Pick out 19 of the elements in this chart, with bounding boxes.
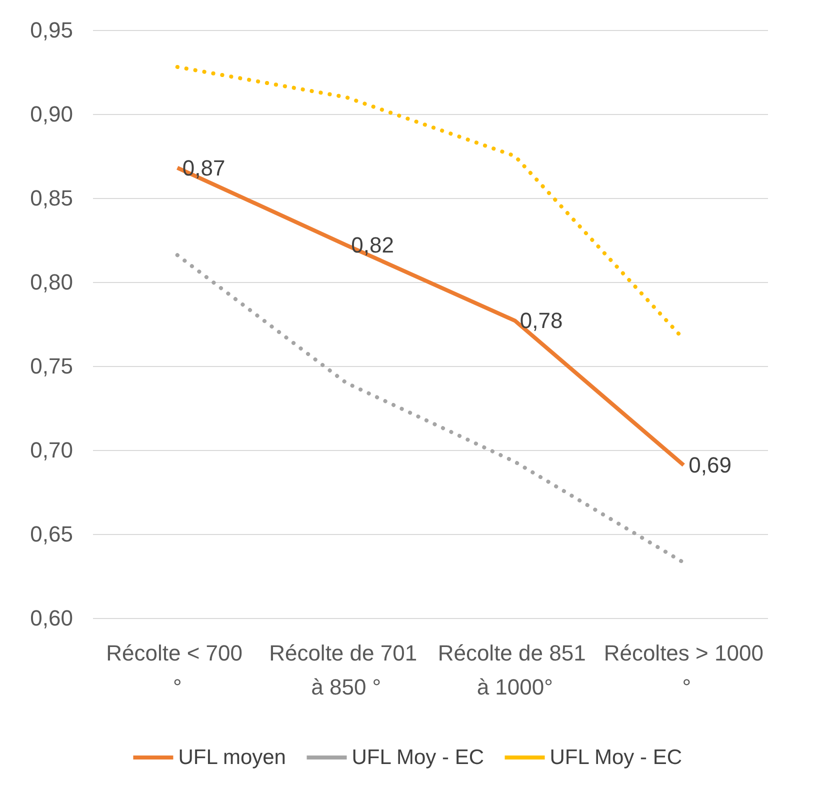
data-label: 0,78 <box>520 308 563 334</box>
legend-label: UFL moyen <box>178 746 286 769</box>
x-tick-label: Récolte < 700 ° <box>106 640 249 700</box>
y-tick-label: 0,75 <box>30 354 73 378</box>
data-label: 0,82 <box>351 232 394 258</box>
y-tick-label: 0,95 <box>30 18 73 42</box>
y-tick-label: 0,70 <box>30 438 73 462</box>
y-tick-label: 0,80 <box>30 270 73 294</box>
data-label: 0,69 <box>688 452 732 478</box>
x-tick-label: Récolte de 701 à 850 ° <box>269 640 424 700</box>
y-tick-label: 0,85 <box>30 186 73 210</box>
y-tick-label: 0,65 <box>30 522 73 546</box>
y-tick-label: 0,90 <box>30 102 73 126</box>
x-tick-label: Récolte de 851 à 1000° <box>438 640 592 700</box>
x-tick-label: Récoltes > 1000 ° <box>604 640 764 700</box>
y-tick-label: 0,60 <box>30 606 73 630</box>
data-label: 0,87 <box>182 155 226 180</box>
legend-label: UFL Moy - EC <box>550 746 682 769</box>
legend-label: UFL Moy - EC <box>352 746 484 769</box>
